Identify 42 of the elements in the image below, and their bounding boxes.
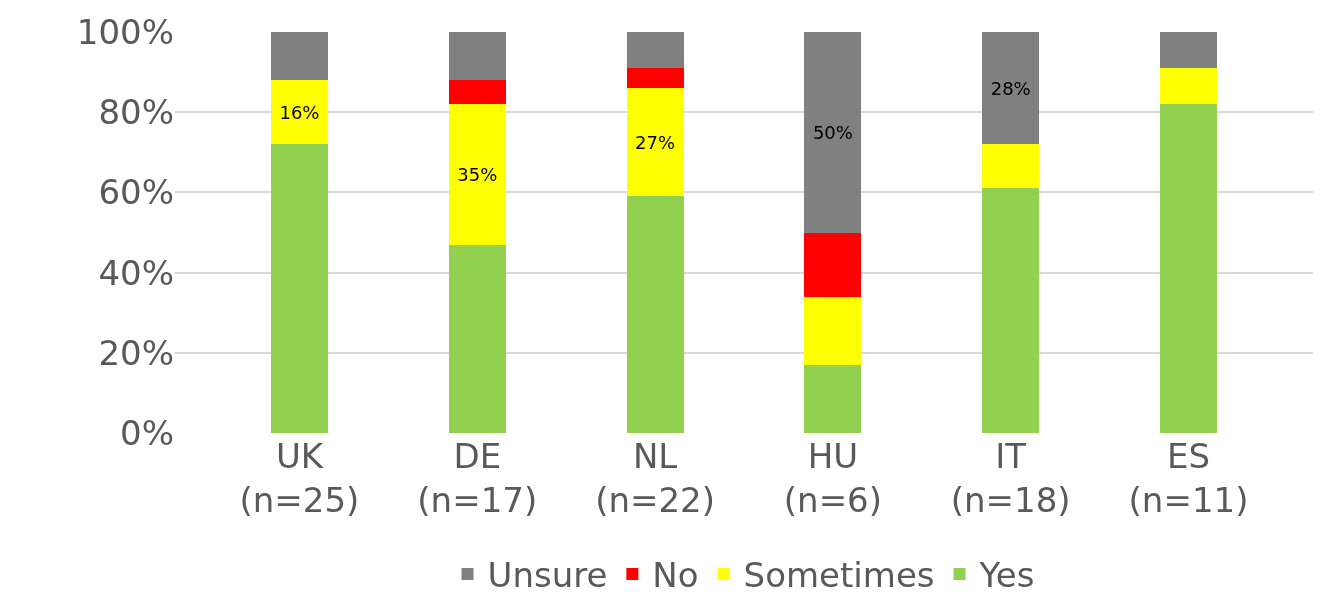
x-tick-label: UK (n=25)	[239, 436, 360, 521]
y-tick-label: 20%	[98, 332, 174, 373]
legend-label: Unsure	[487, 555, 608, 596]
legend-label: Yes	[978, 555, 1035, 596]
bar	[804, 296, 862, 365]
bar	[982, 32, 1040, 145]
bar	[448, 80, 506, 105]
x-tick-label: ES (n=11)	[1128, 436, 1249, 521]
bar	[804, 32, 862, 233]
data-label: 50%	[812, 121, 853, 143]
legend-label: No	[652, 555, 699, 596]
bar	[271, 32, 328, 81]
bar	[1160, 32, 1217, 69]
bar	[804, 232, 862, 297]
bar	[448, 244, 506, 433]
bar	[804, 364, 862, 433]
y-tick-label: 40%	[98, 252, 174, 293]
bar	[626, 196, 684, 433]
bar	[982, 144, 1040, 189]
bar	[626, 32, 684, 69]
data-label: 16%	[279, 101, 320, 123]
y-tick-label: 100%	[76, 11, 174, 52]
x-tick-label: DE (n=17)	[417, 436, 538, 521]
legend-label: Sometimes	[743, 555, 935, 596]
y-tick-label: 60%	[98, 172, 174, 213]
bar	[982, 188, 1040, 433]
bar	[448, 104, 506, 245]
data-label: 27%	[635, 131, 676, 153]
bar	[626, 88, 684, 197]
bar	[1160, 104, 1217, 433]
data-label: 35%	[457, 163, 498, 185]
bar	[626, 68, 684, 89]
data-label: 28%	[990, 77, 1031, 99]
y-tick-label: 0%	[120, 412, 174, 453]
y-tick-label: 80%	[98, 92, 174, 133]
bar	[271, 80, 328, 145]
x-tick-label: HU (n=6)	[783, 436, 883, 521]
bar	[271, 144, 328, 433]
x-tick-label: IT (n=18)	[950, 436, 1071, 521]
bar	[448, 32, 506, 81]
x-tick-label: NL (n=22)	[595, 436, 716, 521]
bar	[1160, 68, 1217, 105]
